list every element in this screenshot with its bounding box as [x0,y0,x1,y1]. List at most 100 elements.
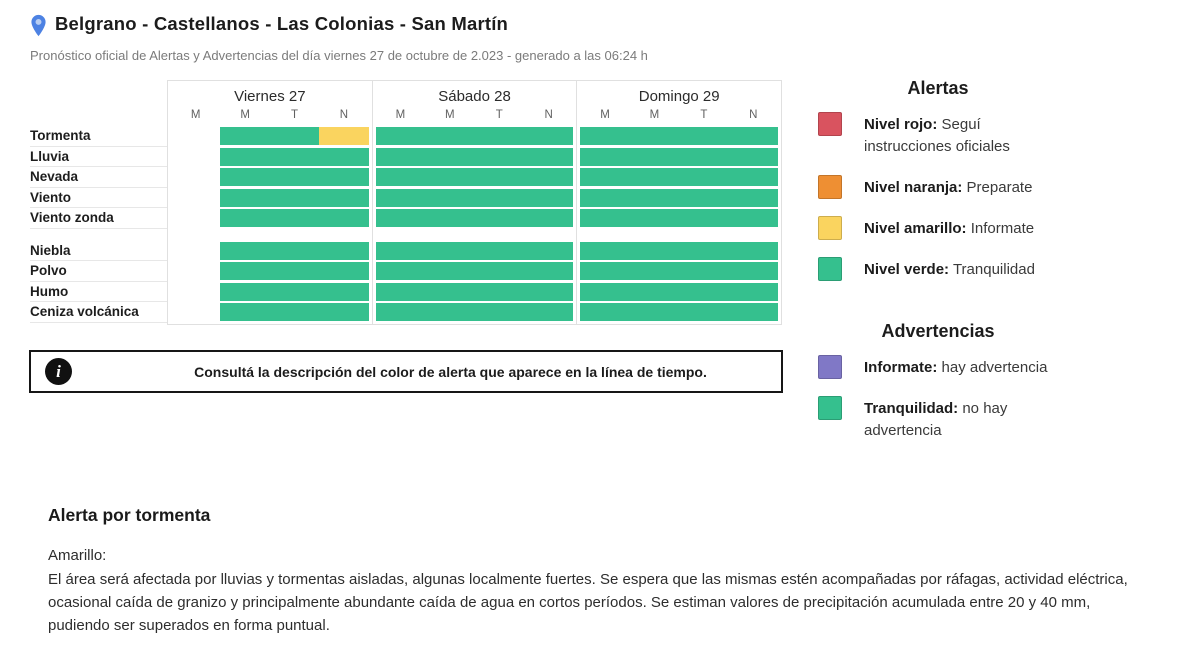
timeline-cell-green[interactable] [629,127,680,145]
timeline-cell-green[interactable] [474,168,524,186]
timeline-cell-green[interactable] [728,262,779,280]
timeline-cell-green[interactable] [679,188,729,207]
timeline-cell-green[interactable] [728,209,779,227]
timeline-cell-green[interactable] [269,303,320,321]
timeline-cell-green[interactable] [269,188,320,207]
timeline-cell-green[interactable] [319,303,369,321]
timeline-cell-green[interactable] [269,282,320,301]
timeline-cell-green[interactable] [679,241,729,260]
timeline-cell-green[interactable] [728,241,779,260]
timeline-cell-green[interactable] [220,127,270,145]
timeline-cell-green[interactable] [728,188,779,207]
timeline-cell-green[interactable] [580,147,630,166]
timeline-cell-green[interactable] [269,168,320,186]
timeline-cell-green[interactable] [474,209,524,227]
timeline-cell-green[interactable] [474,303,524,321]
timeline-cell-green[interactable] [425,282,475,301]
timeline-cell-green[interactable] [523,168,574,186]
timeline-cell-green[interactable] [474,262,524,280]
timeline-cell-green[interactable] [580,303,630,321]
timeline-cell-green[interactable] [629,147,680,166]
timeline-cell-green[interactable] [375,188,426,207]
timeline-cell-green[interactable] [375,303,426,321]
timeline-cell-green[interactable] [319,209,369,227]
timeline-cell-green[interactable] [629,168,680,186]
timeline-cell-green[interactable] [629,303,680,321]
timeline-cell-green[interactable] [580,282,630,301]
timeline-row-humo [375,282,574,304]
timeline-cell-green[interactable] [679,209,729,227]
timeline-cell-green[interactable] [679,127,729,145]
timeline-cell-green[interactable] [523,188,574,207]
timeline-cell-green[interactable] [220,303,270,321]
timeline-cell-green[interactable] [580,127,630,145]
timeline-cell-green[interactable] [319,188,369,207]
timeline-cell-green[interactable] [679,168,729,186]
timeline-cell-green[interactable] [425,188,475,207]
timeline-cell-green[interactable] [523,282,574,301]
timeline-cell-green[interactable] [319,147,369,166]
timeline-cell-green[interactable] [474,147,524,166]
timeline-cell-green[interactable] [523,241,574,260]
timeline-cell-green[interactable] [629,241,680,260]
timeline-cell-green[interactable] [425,262,475,280]
timeline-cell-green[interactable] [580,209,630,227]
timeline-cell-green[interactable] [580,188,630,207]
timeline-cell-green[interactable] [375,147,426,166]
timeline-cell-yellow[interactable] [319,127,369,145]
timeline-cell-green[interactable] [629,282,680,301]
timeline-cell-green[interactable] [679,303,729,321]
timeline-cell-green[interactable] [728,168,779,186]
timeline-cell-green[interactable] [220,262,270,280]
timeline-cell-green[interactable] [319,168,369,186]
timeline-cell-green[interactable] [319,241,369,260]
timeline-cell-green[interactable] [474,241,524,260]
timeline-cell-green[interactable] [220,241,270,260]
timeline-cell-green[interactable] [474,282,524,301]
timeline-cell-green[interactable] [220,282,270,301]
timeline-cell-green[interactable] [319,262,369,280]
timeline-cell-green[interactable] [220,209,270,227]
timeline-cell-green[interactable] [629,262,680,280]
timeline-cell-green[interactable] [629,188,680,207]
timeline-cell-green[interactable] [425,303,475,321]
timeline-cell-green[interactable] [425,147,475,166]
timeline-cell-green[interactable] [474,127,524,145]
timeline-cell-green[interactable] [425,127,475,145]
timeline-cell-green[interactable] [425,241,475,260]
timeline-cell-green[interactable] [728,303,779,321]
timeline-cell-green[interactable] [728,127,779,145]
timeline-cell-green[interactable] [269,147,320,166]
timeline-cell-green[interactable] [679,282,729,301]
timeline-cell-green[interactable] [580,168,630,186]
timeline-cell-green[interactable] [728,282,779,301]
timeline-cell-green[interactable] [679,147,729,166]
timeline-cell-green[interactable] [375,168,426,186]
timeline-cell-green[interactable] [679,262,729,280]
timeline-cell-green[interactable] [269,209,320,227]
timeline-cell-green[interactable] [220,168,270,186]
timeline-cell-green[interactable] [580,262,630,280]
timeline-cell-green[interactable] [375,127,426,145]
timeline-cell-green[interactable] [269,262,320,280]
timeline-cell-green[interactable] [629,209,680,227]
timeline-cell-green[interactable] [375,209,426,227]
timeline-cell-green[interactable] [220,147,270,166]
timeline-cell-green[interactable] [425,209,475,227]
timeline-cell-green[interactable] [375,262,426,280]
timeline-cell-green[interactable] [523,303,574,321]
timeline-cell-green[interactable] [523,127,574,145]
timeline-cell-green[interactable] [319,282,369,301]
timeline-cell-green[interactable] [269,127,320,145]
timeline-cell-green[interactable] [375,282,426,301]
timeline-cell-green[interactable] [523,209,574,227]
timeline-cell-green[interactable] [728,147,779,166]
timeline-cell-green[interactable] [269,241,320,260]
timeline-cell-green[interactable] [523,147,574,166]
timeline-cell-green[interactable] [580,241,630,260]
timeline-cell-green[interactable] [474,188,524,207]
timeline-cell-green[interactable] [523,262,574,280]
timeline-cell-green[interactable] [375,241,426,260]
timeline-cell-green[interactable] [220,188,270,207]
timeline-cell-green[interactable] [425,168,475,186]
